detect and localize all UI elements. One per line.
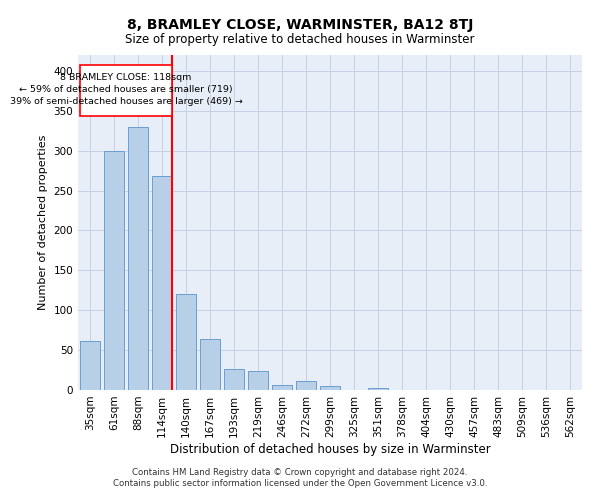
Bar bbox=[200, 339, 220, 390]
Text: Contains HM Land Registry data © Crown copyright and database right 2024.
Contai: Contains HM Land Registry data © Crown c… bbox=[113, 468, 487, 487]
Bar bbox=[176, 294, 196, 390]
Bar bbox=[152, 176, 172, 390]
Bar bbox=[320, 386, 340, 390]
Bar bbox=[248, 371, 268, 390]
Text: Size of property relative to detached houses in Warminster: Size of property relative to detached ho… bbox=[125, 32, 475, 46]
FancyBboxPatch shape bbox=[80, 66, 172, 116]
X-axis label: Distribution of detached houses by size in Warminster: Distribution of detached houses by size … bbox=[170, 442, 490, 456]
Text: ← 59% of detached houses are smaller (719): ← 59% of detached houses are smaller (71… bbox=[19, 85, 233, 94]
Bar bbox=[128, 127, 148, 390]
Text: 8, BRAMLEY CLOSE, WARMINSTER, BA12 8TJ: 8, BRAMLEY CLOSE, WARMINSTER, BA12 8TJ bbox=[127, 18, 473, 32]
Y-axis label: Number of detached properties: Number of detached properties bbox=[38, 135, 48, 310]
Bar bbox=[368, 388, 388, 390]
Text: 39% of semi-detached houses are larger (469) →: 39% of semi-detached houses are larger (… bbox=[10, 97, 242, 106]
Bar bbox=[224, 370, 244, 390]
Bar bbox=[104, 150, 124, 390]
Bar bbox=[296, 381, 316, 390]
Bar bbox=[272, 385, 292, 390]
Bar bbox=[80, 340, 100, 390]
Text: 8 BRAMLEY CLOSE: 118sqm: 8 BRAMLEY CLOSE: 118sqm bbox=[60, 73, 191, 82]
